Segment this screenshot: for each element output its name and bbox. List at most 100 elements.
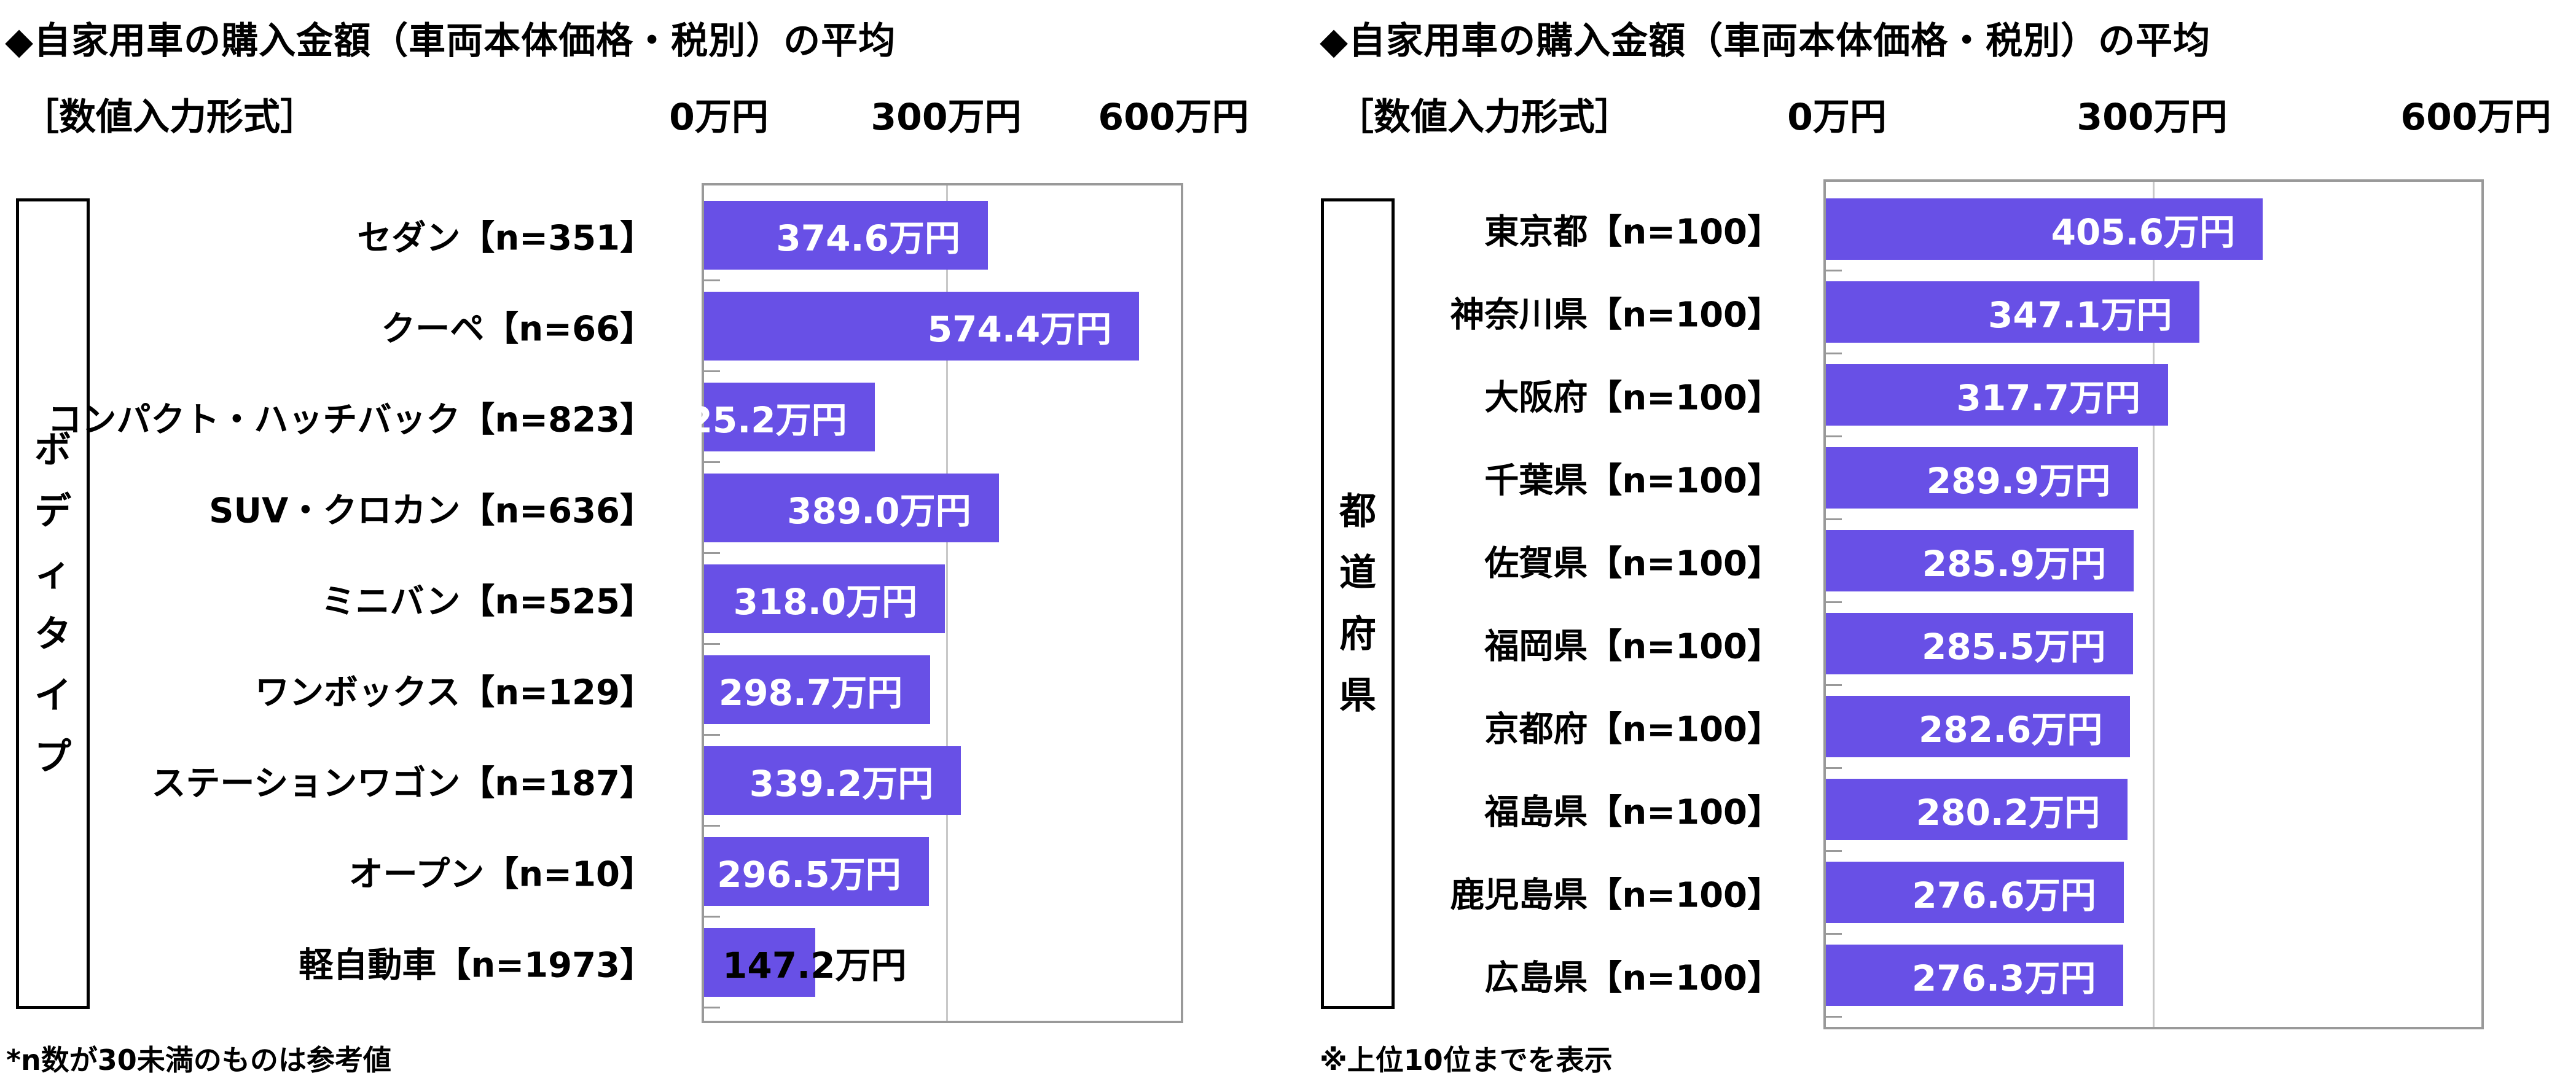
category-label: ステーションワゴン【n=187】 xyxy=(151,763,654,804)
footnote: ※上位10位までを表示 xyxy=(1320,1043,1613,1077)
group-label-char: 道 xyxy=(1339,552,1376,595)
bar xyxy=(1826,364,2168,426)
category-label: 広島県【n=100】 xyxy=(1484,958,1782,999)
x-tick-label: 300万円 xyxy=(2077,96,2228,139)
category-tick xyxy=(1825,601,1842,603)
bar xyxy=(704,201,988,270)
category-label: 佐賀県【n=100】 xyxy=(1484,544,1782,584)
footnote: *n数が30未満のものは参考値 xyxy=(6,1043,391,1077)
bar xyxy=(704,292,1140,361)
value-label: 225.2万円 xyxy=(663,399,847,441)
category-label: 大阪府【n=100】 xyxy=(1484,378,1782,418)
category-label: 軽自動車【n=1973】 xyxy=(299,945,654,986)
category-label: オープン【n=10】 xyxy=(348,854,654,895)
x-tick-label: 600万円 xyxy=(2400,96,2551,139)
category-tick xyxy=(703,825,720,827)
category-label: 京都府【n=100】 xyxy=(1484,709,1782,750)
category-tick xyxy=(703,552,720,554)
value-label: 389.0万円 xyxy=(787,490,971,532)
category-tick xyxy=(1825,269,1842,271)
value-label: 347.1万円 xyxy=(1988,294,2172,336)
value-label: 276.3万円 xyxy=(1911,957,2096,999)
plot-frame xyxy=(702,183,1183,1023)
category-tick xyxy=(703,1007,720,1008)
plot-frame xyxy=(1823,179,2484,1029)
category-label: コンパクト・ハッチバック【n=823】 xyxy=(47,400,654,440)
bar xyxy=(704,837,929,906)
format-label: ［数値入力形式］ xyxy=(22,96,317,139)
value-label: 317.7万円 xyxy=(1956,377,2140,419)
category-label: 千葉県【n=100】 xyxy=(1484,461,1782,501)
value-label: 285.9万円 xyxy=(1922,543,2107,585)
category-label: 福島県【n=100】 xyxy=(1484,792,1782,833)
category-tick xyxy=(1825,518,1842,520)
group-label-char: 県 xyxy=(1339,674,1376,717)
value-label: 289.9万円 xyxy=(1926,460,2111,502)
group-label-char: ボ xyxy=(34,429,71,472)
bar xyxy=(1826,945,2124,1006)
value-label: 339.2万円 xyxy=(749,763,934,805)
category-tick xyxy=(1825,932,1842,935)
bar xyxy=(704,746,961,815)
grid-line xyxy=(2153,182,2155,1027)
value-label: 405.6万円 xyxy=(2051,211,2236,253)
x-tick-label: 0万円 xyxy=(1787,96,1887,139)
value-label: 296.5万円 xyxy=(717,854,901,895)
category-tick xyxy=(703,461,720,463)
category-label: 東京都【n=100】 xyxy=(1484,212,1782,252)
group-label-char: プ xyxy=(34,736,71,779)
bar xyxy=(704,383,875,451)
category-label: SUV・クロカン【n=636】 xyxy=(209,491,654,531)
chart-panel-prefecture: ◆自家用車の購入金額（車両本体価格・税別）の平均 ［数値入力形式］ 0万円 30… xyxy=(1315,0,2551,1084)
category-label: セダン【n=351】 xyxy=(357,218,654,259)
group-label-char: タ xyxy=(34,613,71,656)
category-tick xyxy=(1825,435,1842,437)
format-label: ［数値入力形式］ xyxy=(1337,96,1632,139)
group-label-char: デ xyxy=(34,490,71,533)
bar xyxy=(1826,779,2128,840)
category-label: クーペ【n=66】 xyxy=(381,309,654,349)
x-tick-label: 300万円 xyxy=(871,96,1022,139)
value-label: 282.6万円 xyxy=(1918,709,2103,751)
category-label: ミニバン【n=525】 xyxy=(321,582,654,622)
bar xyxy=(1826,530,2134,591)
category-label: 鹿児島県【n=100】 xyxy=(1450,875,1782,916)
category-tick xyxy=(703,370,720,372)
category-tick xyxy=(703,643,720,645)
group-label-char: ィ xyxy=(34,552,71,595)
value-label: 147.2万円 xyxy=(722,945,907,986)
value-label: 280.2万円 xyxy=(1916,792,2100,833)
bar xyxy=(1826,447,2139,509)
category-tick xyxy=(1825,849,1842,852)
bar xyxy=(1826,198,2263,260)
bar xyxy=(1826,613,2134,674)
category-tick xyxy=(703,279,720,281)
bar xyxy=(1826,281,2200,343)
category-label: ワンボックス【n=129】 xyxy=(254,673,654,713)
bar xyxy=(704,564,945,633)
bar xyxy=(1826,862,2124,923)
category-tick xyxy=(1825,684,1842,686)
x-tick-label: 0万円 xyxy=(669,96,769,139)
value-label: 374.6万円 xyxy=(776,217,960,259)
group-label-char: 府 xyxy=(1339,613,1376,656)
category-tick xyxy=(703,734,720,736)
bar xyxy=(704,655,931,724)
chart-title: ◆自家用車の購入金額（車両本体価格・税別）の平均 xyxy=(5,20,896,63)
bar xyxy=(704,928,816,997)
chart-title: ◆自家用車の購入金額（車両本体価格・税別）の平均 xyxy=(1320,20,2211,63)
category-tick xyxy=(1825,1015,1842,1018)
group-label-box: 都道府県 xyxy=(1321,198,1395,1009)
value-label: 574.4万円 xyxy=(927,308,1112,350)
group-label-box: ボディタイプ xyxy=(16,198,90,1009)
category-tick xyxy=(1825,766,1842,769)
group-label-char: イ xyxy=(34,674,71,717)
bar xyxy=(704,474,999,542)
bar xyxy=(1826,696,2131,757)
category-tick xyxy=(1825,352,1842,354)
grid-line xyxy=(946,185,948,1021)
category-label: 神奈川県【n=100】 xyxy=(1450,295,1782,335)
category-label: 福岡県【n=100】 xyxy=(1484,626,1782,667)
value-label: 298.7万円 xyxy=(718,672,903,714)
value-label: 276.6万円 xyxy=(1912,875,2096,916)
